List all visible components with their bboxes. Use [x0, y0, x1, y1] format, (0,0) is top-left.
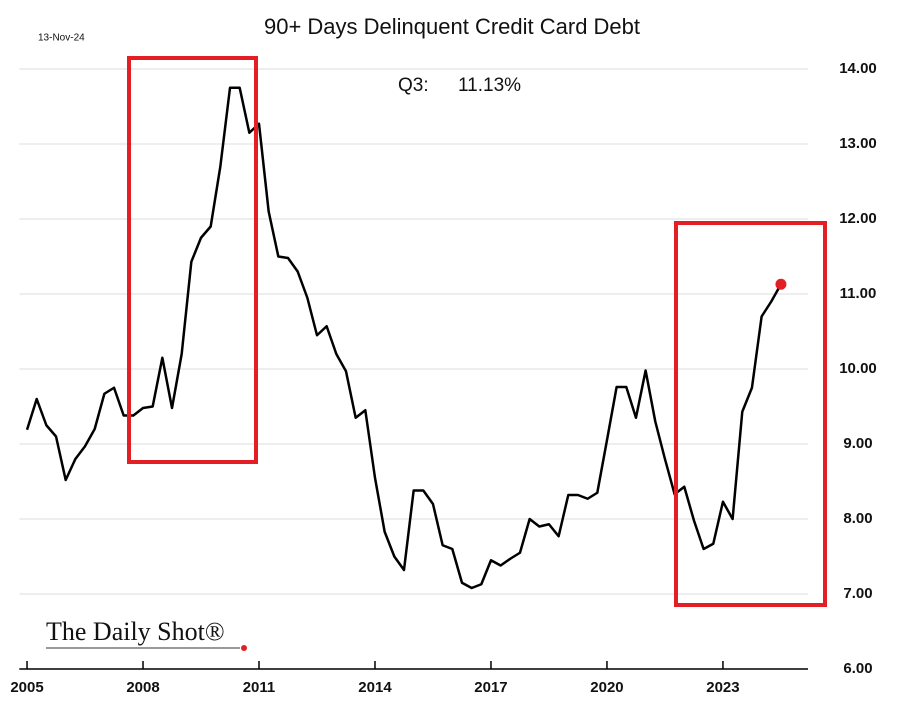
logo-dot: [241, 645, 247, 651]
end-marker: [775, 278, 787, 290]
logo: The Daily Shot®: [46, 617, 225, 646]
plot: 6.00 7.00 8.00 9.00 10.00 11.00 12.00 13.00 14.0…: [10, 60, 876, 696]
chart-title: 90+ Days Delinquent Credit Card Debt: [264, 14, 640, 39]
y-tick-label: 10.00: [839, 360, 877, 377]
x-tick-label: 2020: [590, 679, 623, 696]
x-tick-label: 2008: [126, 679, 159, 696]
y-tick-label: 13.00: [839, 135, 877, 152]
x-tick-label: 2017: [474, 679, 507, 696]
highlight-box: [127, 56, 258, 464]
y-tick-label: 9.00: [843, 435, 872, 452]
x-tick-label: 2014: [358, 679, 392, 696]
annotation-value: 11.13%: [458, 75, 521, 96]
y-tick-label: 11.00: [840, 285, 877, 302]
y-tick-label: 14.00: [839, 60, 877, 77]
annotation-label: Q3:: [398, 75, 429, 96]
y-tick-label: 12.00: [839, 210, 877, 227]
x-tick-label: 2011: [243, 679, 276, 696]
y-tick-label: 6.00: [843, 660, 872, 677]
x-tick-label: 2005: [10, 679, 43, 696]
y-tick-label: 8.00: [843, 510, 872, 527]
x-tick-label: 2023: [706, 679, 739, 696]
highlight-box: [674, 221, 827, 607]
data-line: [25, 86, 783, 590]
y-tick-label: 7.00: [843, 585, 872, 602]
date-label: 13-Nov-24: [38, 33, 85, 44]
